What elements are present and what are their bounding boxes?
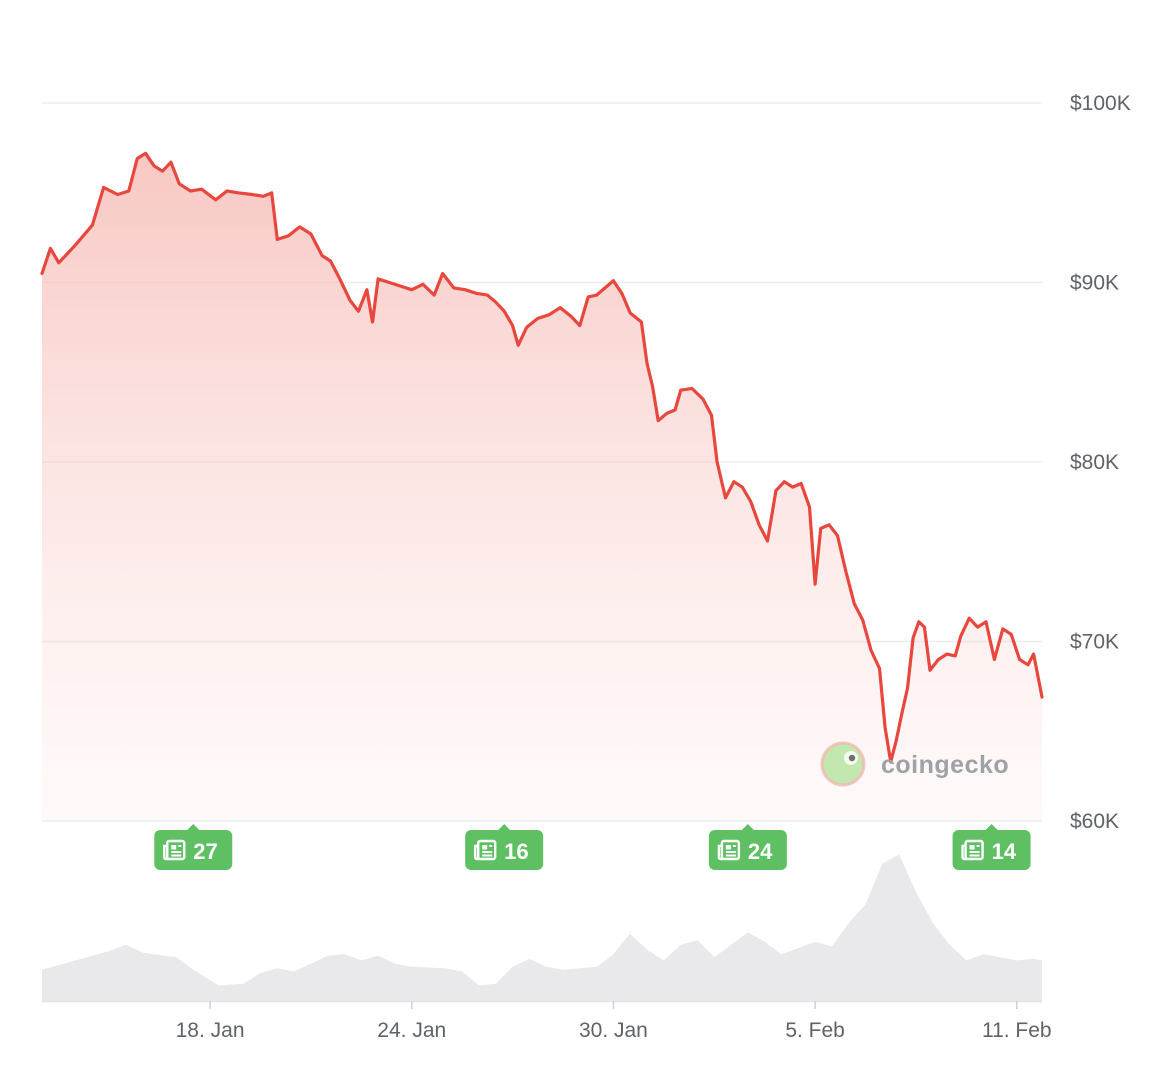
x-tick-label: 24. Jan bbox=[377, 1019, 446, 1042]
volume-series bbox=[42, 854, 1042, 1001]
y-tick-label: $90K bbox=[1070, 272, 1119, 295]
news-marker-count: 24 bbox=[748, 839, 773, 864]
x-tick-label: 30. Jan bbox=[579, 1019, 648, 1042]
news-marker-pointer bbox=[740, 824, 755, 831]
coingecko-watermark: coingecko bbox=[820, 741, 1009, 787]
newspaper-icon bbox=[163, 839, 186, 861]
x-tick-label: 5. Feb bbox=[785, 1019, 845, 1042]
newspaper-icon bbox=[717, 839, 741, 861]
news-marker-pointer bbox=[186, 824, 201, 831]
newspaper-icon bbox=[961, 839, 984, 861]
news-markers[interactable]: 27 16 24 14 bbox=[154, 824, 1031, 870]
news-marker-count: 16 bbox=[504, 839, 528, 864]
y-axis: $100K $90K $80K $70K $60K bbox=[1070, 92, 1131, 833]
coingecko-gecko-icon bbox=[820, 741, 866, 787]
y-tick-label: $80K bbox=[1070, 451, 1119, 474]
y-tick-label: $70K bbox=[1070, 631, 1119, 654]
watermark-text: coingecko bbox=[881, 751, 1009, 779]
price-series[interactable] bbox=[40, 151, 1044, 822]
news-marker[interactable]: 14 bbox=[952, 824, 1031, 870]
newspaper-icon bbox=[473, 839, 497, 861]
y-tick-label: $100K bbox=[1070, 92, 1131, 115]
x-tick-label: 18. Jan bbox=[176, 1019, 245, 1042]
news-marker-count: 27 bbox=[193, 839, 217, 864]
news-marker[interactable]: 27 bbox=[154, 824, 233, 870]
news-marker-pointer bbox=[497, 824, 512, 831]
news-marker-pointer bbox=[984, 824, 999, 831]
price-line[interactable] bbox=[40, 151, 1044, 764]
y-tick-label: $60K bbox=[1070, 810, 1119, 833]
news-marker-count: 14 bbox=[992, 839, 1017, 864]
price-area-fill bbox=[42, 153, 1042, 822]
news-marker[interactable]: 16 bbox=[465, 824, 544, 870]
x-axis: 18. Jan 24. Jan 30. Jan 5. Feb 11. Feb bbox=[42, 1000, 1052, 1042]
news-marker[interactable]: 24 bbox=[708, 824, 787, 870]
x-tick-label: 11. Feb bbox=[982, 1019, 1052, 1042]
volume-area bbox=[42, 854, 1042, 1001]
